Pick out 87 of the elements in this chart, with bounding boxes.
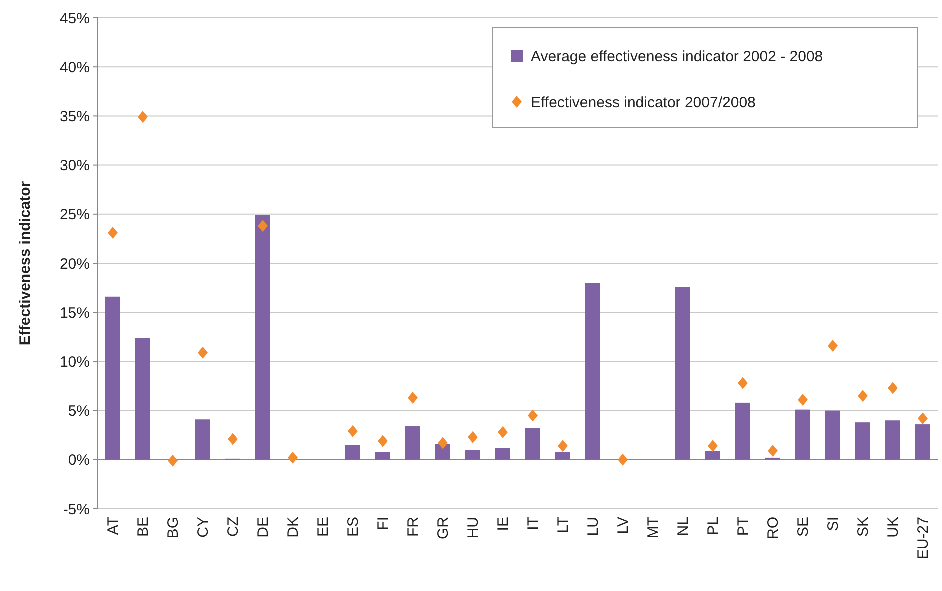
bar — [526, 428, 540, 460]
y-tick-label: 20% — [60, 256, 90, 273]
bar — [256, 215, 270, 460]
x-tick-label: GR — [435, 516, 452, 540]
legend-label: Average effectiveness indicator 2002 - 2008 — [531, 48, 824, 66]
point — [738, 377, 748, 390]
y-tick-label: 40% — [60, 59, 90, 76]
x-tick-label: EE — [315, 517, 332, 538]
bar — [916, 424, 930, 460]
x-tick-label: PT — [735, 517, 752, 536]
bar — [886, 420, 900, 460]
bar — [106, 296, 120, 460]
y-tick-label: 15% — [60, 304, 90, 322]
point — [468, 431, 478, 444]
point — [618, 454, 628, 466]
y-tick-label: 0% — [68, 452, 90, 470]
bar — [196, 420, 210, 460]
x-tick-label: SI — [825, 517, 842, 532]
bar — [376, 452, 390, 460]
point — [108, 227, 118, 240]
y-tick-label: 30% — [60, 158, 90, 175]
bar — [856, 422, 870, 460]
point — [198, 346, 208, 359]
x-tick-label: HU — [465, 517, 482, 539]
x-tick-label: RO — [765, 517, 782, 540]
x-tick-label: DE — [255, 517, 272, 538]
point — [258, 220, 268, 232]
bar — [346, 445, 360, 460]
point — [888, 382, 898, 394]
x-tick-label: NL — [675, 517, 692, 536]
x-tick-label: CY — [195, 517, 212, 538]
bar — [826, 410, 840, 460]
point — [288, 452, 298, 464]
point — [558, 440, 568, 452]
point — [408, 392, 418, 404]
y-tick-label: 10% — [60, 354, 90, 371]
x-tick-label: DK — [285, 517, 302, 538]
legend-label: Effectiveness indicator 2007/2008 — [531, 94, 756, 112]
x-tick-label: SE — [795, 517, 812, 538]
bar — [586, 283, 600, 460]
point — [378, 435, 388, 448]
point — [498, 426, 508, 438]
x-tick-label: FI — [375, 517, 392, 530]
x-tick-label: BG — [165, 517, 182, 539]
bar — [796, 410, 810, 460]
y-tick-label: 5% — [68, 403, 90, 420]
y-tick-label: 35% — [60, 108, 90, 126]
x-tick-label: PL — [705, 517, 722, 536]
bar — [406, 426, 420, 460]
x-tick-label: AT — [105, 517, 122, 536]
point — [708, 440, 718, 452]
bar — [556, 452, 570, 460]
y-axis-title: Effectiveness indicator — [17, 181, 34, 346]
x-tick-label: EU-27 — [915, 517, 932, 560]
x-tick-label: FR — [405, 516, 422, 537]
x-tick-label: CZ — [225, 517, 242, 537]
x-tick-label: LV — [615, 517, 632, 534]
y-tick-label: 25% — [60, 206, 90, 224]
point — [798, 394, 808, 406]
x-tick-label: UK — [885, 517, 902, 538]
x-tick-label: IE — [495, 517, 512, 532]
bar — [136, 338, 150, 460]
bar — [496, 448, 510, 460]
point — [528, 410, 538, 422]
y-tick-label: 45% — [60, 10, 90, 28]
bar — [676, 287, 690, 460]
point — [348, 425, 358, 438]
bar — [706, 451, 720, 460]
x-tick-label: MT — [645, 517, 662, 539]
x-tick-label: ES — [345, 517, 362, 538]
point — [858, 390, 868, 402]
point — [228, 433, 238, 446]
point — [918, 412, 928, 425]
point — [768, 445, 778, 458]
point — [828, 340, 838, 352]
bar — [466, 450, 480, 460]
point — [438, 437, 448, 450]
bar — [436, 444, 450, 460]
y-tick-label: -5% — [63, 501, 90, 518]
point — [138, 111, 148, 124]
x-tick-label: IT — [525, 517, 542, 530]
x-tick-label: SK — [855, 517, 872, 538]
x-tick-label: LT — [555, 517, 572, 534]
x-tick-label: LU — [585, 517, 602, 536]
x-tick-label: BE — [135, 517, 152, 538]
bar — [736, 402, 750, 460]
point — [168, 454, 178, 467]
